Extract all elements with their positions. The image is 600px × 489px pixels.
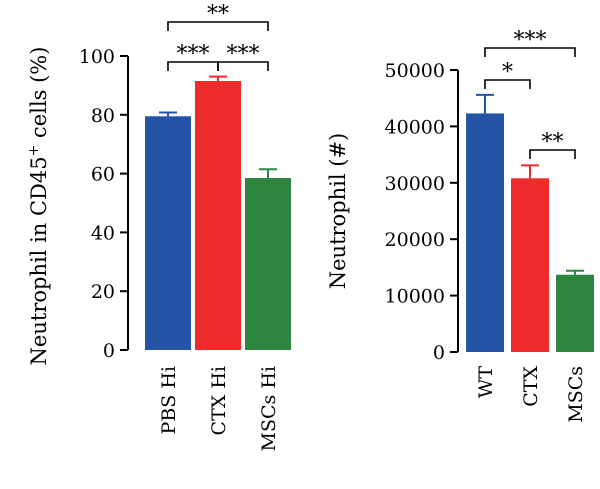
- y-tick-label: 40000: [385, 116, 445, 138]
- y-tick-label: 20: [91, 281, 115, 303]
- left-y-axis-label-sup: +: [26, 145, 42, 157]
- right-y-axis-label: Neutrophil (#): [326, 133, 350, 290]
- x-tick-label: PBS Hi: [158, 366, 180, 434]
- significance-bracket: [217, 61, 269, 71]
- y-tick-label: 100: [79, 46, 115, 68]
- y-tick-label: 30000: [385, 173, 445, 195]
- significance-label: ***: [514, 28, 547, 53]
- x-tick-label: CTX: [520, 366, 542, 407]
- bar: [145, 116, 191, 351]
- x-tick-label: CTX Hi: [208, 366, 230, 435]
- significance-bracket: [529, 149, 576, 159]
- x-tick-label: MSCs Hi: [258, 366, 280, 451]
- y-tick-label: 10000: [385, 286, 445, 308]
- y-tick-label: 60: [91, 164, 115, 186]
- bar: [245, 178, 291, 350]
- significance-label: ***: [177, 42, 210, 67]
- significance-bracket: [484, 79, 531, 89]
- bar: [556, 274, 594, 352]
- x-tick-label: WT: [475, 366, 497, 399]
- left-y-axis-label-main: Neutrophil in CD45: [27, 156, 51, 365]
- significance-bracket: [484, 47, 576, 57]
- significance-label: *: [502, 60, 513, 85]
- y-tick-label: 0: [103, 340, 115, 362]
- y-tick-label: 80: [91, 105, 115, 127]
- x-tick-label: MSCs: [565, 366, 587, 423]
- bar: [511, 178, 549, 352]
- bar: [466, 113, 504, 352]
- significance-label: **: [542, 130, 564, 155]
- left-y-axis-label: Neutrophil in CD45+ cells (%): [26, 47, 51, 366]
- significance-bracket: [167, 21, 269, 31]
- significance-label: **: [207, 2, 229, 27]
- y-tick-label: 40: [91, 222, 115, 244]
- y-tick-label: 50000: [385, 60, 445, 82]
- y-tick-label: 20000: [385, 229, 445, 251]
- significance-label: ***: [227, 42, 260, 67]
- y-tick-label: 0: [433, 342, 445, 364]
- bar: [195, 80, 241, 351]
- left-y-axis-label-tail: cells (%): [27, 47, 51, 145]
